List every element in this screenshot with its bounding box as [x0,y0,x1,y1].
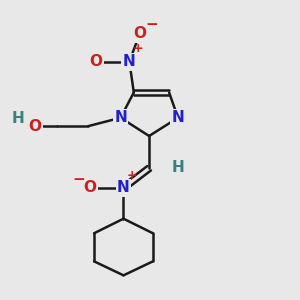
Text: O: O [29,119,42,134]
Text: −: − [72,172,85,187]
Text: N: N [117,180,130,195]
Text: +: + [133,42,143,55]
Text: −: − [145,17,158,32]
Text: O: O [83,180,96,195]
Text: N: N [123,54,136,69]
Text: H: H [12,111,25,126]
Text: O: O [133,26,146,41]
Text: H: H [172,160,184,175]
Text: O: O [89,54,102,69]
Text: +: + [126,169,137,182]
Text: N: N [172,110,184,125]
Text: N: N [114,110,127,125]
